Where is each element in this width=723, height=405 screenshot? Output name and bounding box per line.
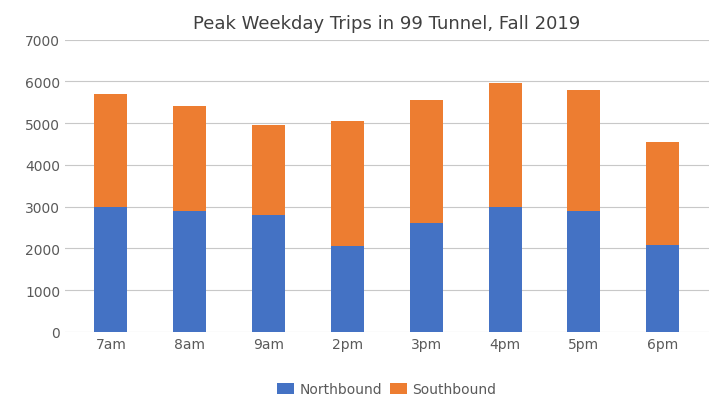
Bar (173, 107, 206, 211)
Legend: Northbound, Southbound: Northbound, Southbound (272, 377, 502, 402)
Bar (94, 207, 127, 332)
Bar (331, 247, 364, 332)
Bar (252, 126, 285, 215)
Bar (568, 211, 601, 332)
Bar (173, 211, 206, 332)
Title: Peak Weekday Trips in 99 Tunnel, Fall 2019: Peak Weekday Trips in 99 Tunnel, Fall 20… (193, 15, 581, 33)
Bar (568, 90, 601, 211)
Bar (489, 84, 521, 207)
Bar (331, 122, 364, 247)
Bar (489, 207, 521, 332)
Bar (646, 246, 680, 332)
Bar (646, 143, 680, 246)
Bar (252, 215, 285, 332)
Bar (410, 224, 442, 332)
Bar (410, 101, 442, 224)
Bar (94, 95, 127, 207)
